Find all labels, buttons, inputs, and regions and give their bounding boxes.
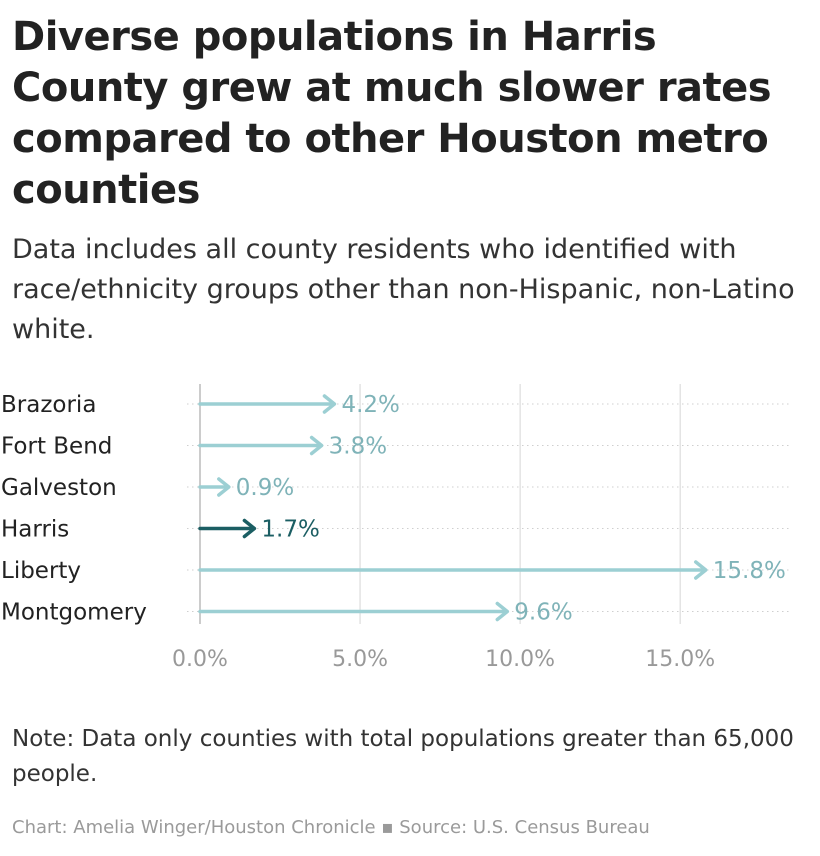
category-label: Brazoria [1,392,96,418]
category-label: Montgomery [1,600,147,626]
category-labels: Brazoria Fort Bend Galveston Harris Liberty M… [1,392,147,626]
arrow-head [322,394,337,414]
category-label: Harris [1,517,69,543]
chart-credit: Chart: Amelia Winger/Houston Chronicle ▪… [12,817,650,838]
arrow-head [242,518,257,539]
value-label: 0.9% [236,475,294,501]
arrow-head [495,601,510,622]
arrow-head [309,435,324,456]
arrow-head [217,477,231,497]
category-label: Fort Bend [1,434,112,460]
x-tick-label: 15.0% [645,647,715,672]
chart-title: Diverse populations in Harris County gre… [12,14,772,213]
category-label: Galveston [1,475,117,501]
x-tick-label: 10.0% [485,647,555,672]
value-label: 4.2% [341,392,399,418]
value-label: 1.7% [261,517,319,543]
category-label: Liberty [1,558,81,584]
chart-subtitle: Data includes all county residents who i… [12,234,795,345]
chart-note: Note: Data only counties with total popu… [12,726,794,787]
arrow-chart: Brazoria Fort Bend Galveston Harris Liberty M… [1,384,789,672]
x-tick-label: 5.0% [332,647,388,672]
value-label: 3.8% [329,434,387,460]
grid-lines [187,384,789,624]
x-axis-ticks: 0.0% 5.0% 10.0% 15.0% [172,647,715,672]
arrows: 4.2% 3.8% 0.9% 1.7% 15.8% 9.6% [198,392,786,626]
arrow-head [694,560,708,580]
value-label: 9.6% [514,600,572,626]
x-tick-label: 0.0% [172,647,228,672]
value-label: 15.8% [713,558,786,584]
